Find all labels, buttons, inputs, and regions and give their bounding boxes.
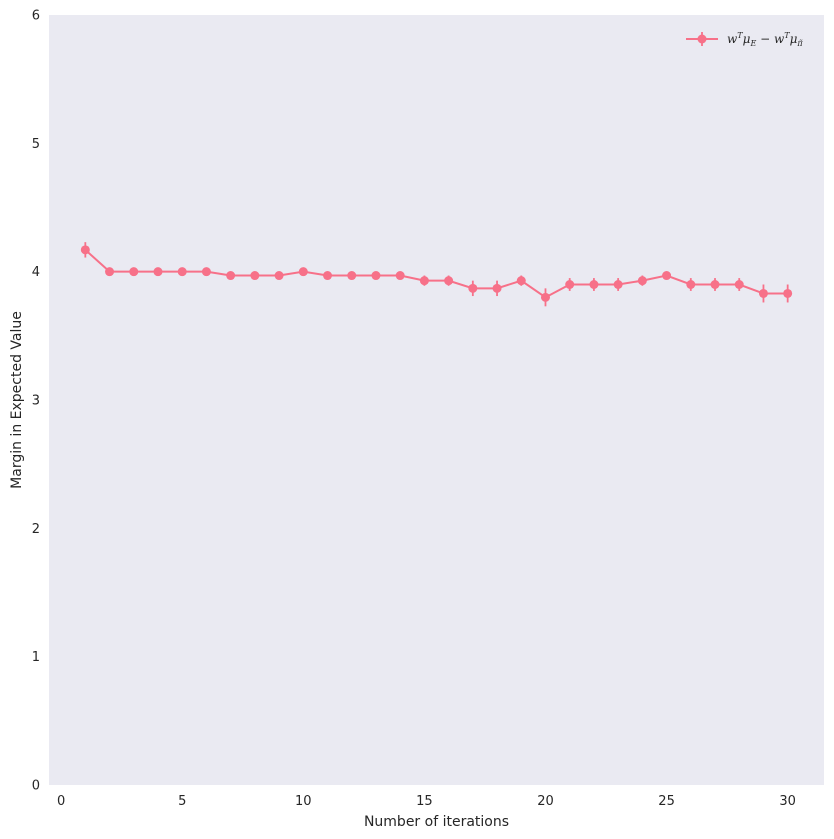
- data-point: [589, 280, 599, 289]
- x-axis-ticks: 0 5 10 15 20 25 30: [57, 794, 796, 809]
- x-tick-label: 25: [658, 794, 675, 809]
- data-point: [419, 276, 429, 286]
- x-axis-label: Number of iterations: [364, 814, 509, 830]
- data-point: [201, 267, 211, 277]
- legend-entry-label: wTμE − wTμπ̃: [727, 31, 803, 48]
- data-point: [347, 271, 357, 281]
- data-point: [734, 280, 744, 289]
- legend: wTμE − wTμπ̃: [686, 31, 803, 48]
- data-point: [637, 276, 647, 286]
- data-point: [395, 271, 405, 281]
- plot-area: [49, 15, 824, 785]
- data-point: [105, 267, 115, 277]
- data-points: [80, 245, 793, 302]
- y-tick-label: 1: [32, 650, 40, 665]
- data-point: [153, 267, 163, 277]
- data-point: [298, 267, 308, 277]
- data-point: [323, 271, 333, 281]
- data-point: [129, 267, 139, 277]
- y-tick-label: 5: [32, 137, 40, 152]
- y-tick-label: 0: [32, 779, 40, 794]
- data-point: [468, 283, 478, 293]
- x-tick-label: 5: [178, 794, 186, 809]
- y-axis-label: Margin in Expected Value: [9, 311, 25, 489]
- legend-point-marker: [697, 34, 707, 44]
- y-axis-ticks: 0 1 2 3 4 5 6: [32, 9, 40, 794]
- y-tick-label: 4: [32, 265, 40, 280]
- data-point: [177, 267, 187, 277]
- x-tick-label: 0: [57, 794, 65, 809]
- data-point: [783, 288, 793, 298]
- data-point: [80, 245, 90, 255]
- data-point: [686, 280, 696, 289]
- x-tick-label: 15: [416, 794, 433, 809]
- data-point: [274, 271, 284, 281]
- data-point: [516, 276, 526, 286]
- data-point: [492, 283, 502, 293]
- x-tick-label: 20: [537, 794, 554, 809]
- data-point: [371, 271, 381, 281]
- data-point: [710, 280, 720, 289]
- data-point: [226, 271, 236, 281]
- data-point: [250, 271, 260, 281]
- data-point: [565, 280, 575, 289]
- x-tick-label: 10: [295, 794, 312, 809]
- y-tick-label: 3: [32, 394, 40, 409]
- data-point: [758, 288, 768, 298]
- data-point: [444, 276, 454, 286]
- y-tick-label: 2: [32, 522, 40, 537]
- data-point: [662, 271, 672, 281]
- data-point: [540, 292, 550, 302]
- data-point: [613, 280, 623, 289]
- y-tick-label: 6: [32, 9, 40, 24]
- x-tick-label: 30: [779, 794, 796, 809]
